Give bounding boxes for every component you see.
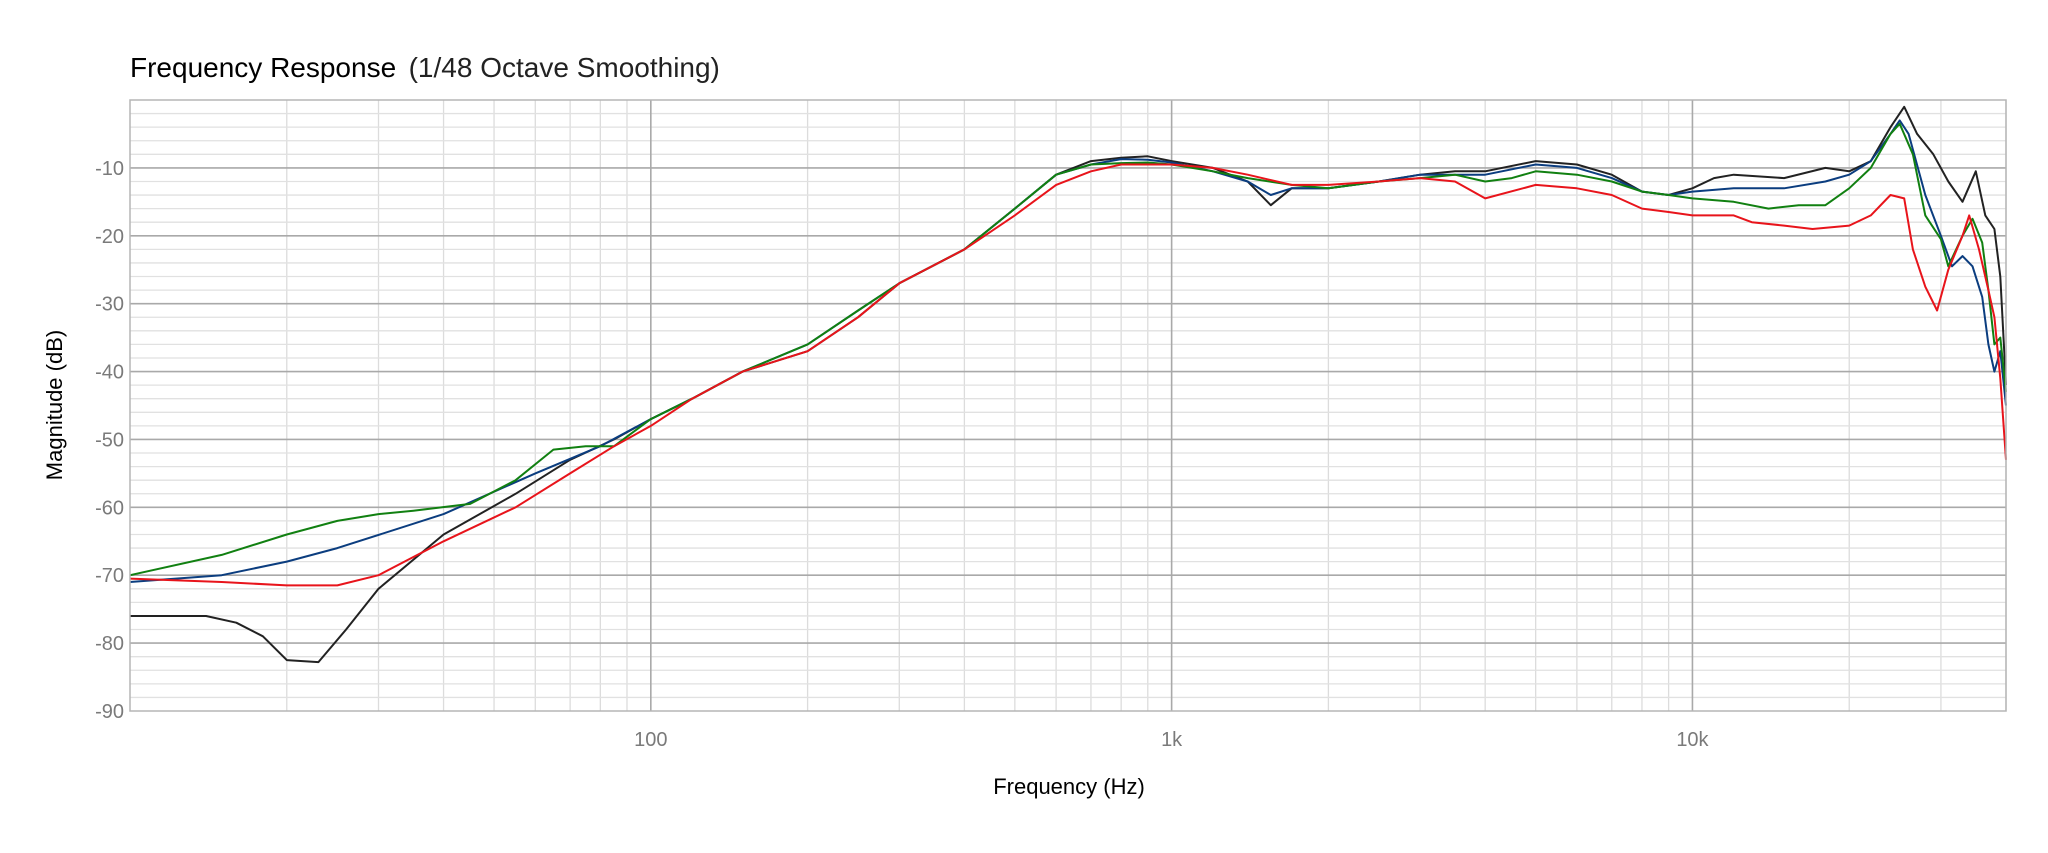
y-axis-label: Magnitude (dB) [42,330,67,480]
y-tick-label: -80 [95,633,124,655]
y-tick-label: -50 [95,429,124,451]
chart-title-subtitle: (1/48 Octave Smoothing) [409,52,720,83]
y-tick-label: -20 [95,226,124,248]
y-tick-label: -10 [95,158,124,180]
major-grid [130,100,2006,711]
x-tick-label: 1k [1161,729,1183,751]
series-layer [129,105,2007,664]
minor-grid [130,100,2007,711]
x-tick-label: 100 [634,729,667,751]
y-tick-label: -40 [95,362,124,384]
y-tick-label: -70 [95,565,124,587]
y-tick-label: -60 [95,497,124,519]
plot-frame [129,99,2007,712]
x-axis-label: Frequency (Hz) [993,774,1145,799]
series-line-2 [129,119,2007,583]
series-line-4 [129,163,2007,587]
y-tick-label: -30 [95,294,124,316]
y-tick-label: -90 [95,701,124,723]
x-tick-label: 10k [1676,729,1709,751]
y-tick-labels: -10 -20 -30 -40 -50 -60 -70 -80 -90 [95,158,124,723]
series-line-1 [130,105,2007,664]
x-tick-labels: 100 1k 10k [634,729,1709,751]
chart-title: Frequency Response (1/48 Octave Smoothin… [130,52,720,83]
chart-title-main: Frequency Response [130,52,396,83]
